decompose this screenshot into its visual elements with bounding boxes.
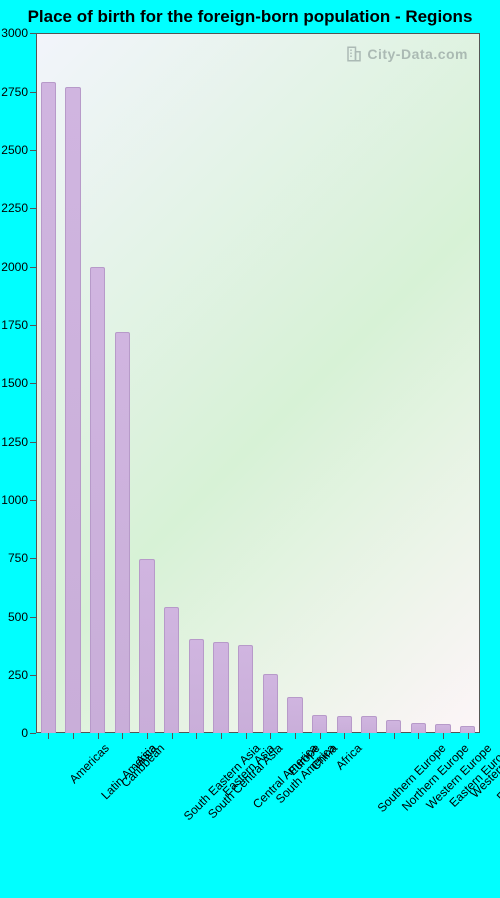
x-tick xyxy=(320,733,321,739)
page-title: Place of birth for the foreign-born popu… xyxy=(0,0,500,29)
bar xyxy=(90,267,105,734)
x-tick xyxy=(73,733,74,739)
bar xyxy=(435,724,450,733)
bar xyxy=(312,715,327,734)
x-tick xyxy=(172,733,173,739)
y-tick-label: 750 xyxy=(8,551,36,565)
x-tick-label: Africa xyxy=(333,741,365,773)
bar xyxy=(65,87,80,733)
y-tick-label: 2000 xyxy=(1,260,36,274)
y-tick-label: 0 xyxy=(21,726,36,740)
y-tick-label: 1000 xyxy=(1,493,36,507)
y-tick-label: 2750 xyxy=(1,85,36,99)
y-tick-label: 2250 xyxy=(1,201,36,215)
y-tick-label: 2500 xyxy=(1,143,36,157)
x-tick xyxy=(468,733,469,739)
bar xyxy=(164,607,179,733)
bar xyxy=(337,716,352,734)
bar xyxy=(287,697,302,733)
x-axis-labels: AmericasLatin AmericaCaribbeanAsiaSouth … xyxy=(36,733,480,879)
bar xyxy=(115,332,130,733)
x-tick xyxy=(443,733,444,739)
x-tick xyxy=(295,733,296,739)
x-tick xyxy=(394,733,395,739)
y-tick-label: 1500 xyxy=(1,376,36,390)
x-tick xyxy=(48,733,49,739)
y-tick-label: 3000 xyxy=(1,26,36,40)
y-tick-label: 250 xyxy=(8,668,36,682)
y-tick-label: 1750 xyxy=(1,318,36,332)
bar xyxy=(213,642,228,733)
bar xyxy=(41,82,56,733)
bar xyxy=(189,639,204,734)
bar xyxy=(263,674,278,734)
x-tick xyxy=(246,733,247,739)
bars-layer xyxy=(36,33,480,733)
x-tick xyxy=(221,733,222,739)
bar xyxy=(460,726,475,733)
x-tick xyxy=(344,733,345,739)
x-tick-label: Americas xyxy=(67,741,112,786)
chart-container: City-Data.com 02505007501000125015001750… xyxy=(36,33,480,733)
x-tick xyxy=(369,733,370,739)
bar xyxy=(386,720,401,733)
x-tick xyxy=(122,733,123,739)
x-tick xyxy=(270,733,271,739)
x-tick xyxy=(147,733,148,739)
bar xyxy=(411,723,426,734)
bar xyxy=(238,645,253,734)
bar xyxy=(361,716,376,734)
y-tick-label: 1250 xyxy=(1,435,36,449)
x-tick xyxy=(98,733,99,739)
x-tick xyxy=(418,733,419,739)
bar xyxy=(139,559,154,733)
x-tick xyxy=(196,733,197,739)
y-tick-label: 500 xyxy=(8,610,36,624)
